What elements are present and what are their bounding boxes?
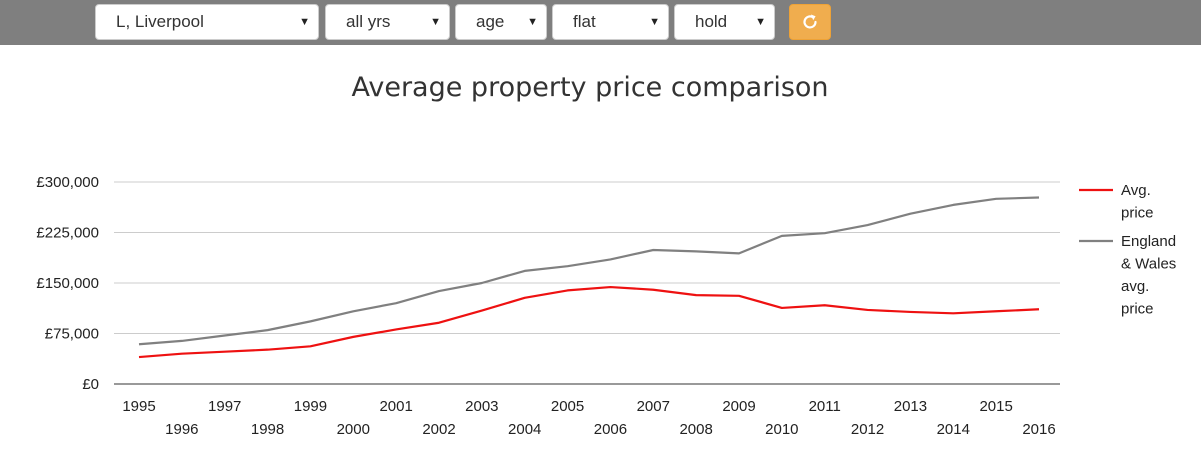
x-tick-label: 1999 [294, 398, 327, 415]
x-tick-label: 2012 [851, 421, 884, 438]
legend-label: price [1121, 205, 1154, 222]
chart-gridlines [114, 181, 1060, 385]
chevron-down-icon: ▼ [649, 16, 660, 28]
chevron-down-icon: ▼ [527, 16, 538, 28]
x-tick-label: 2009 [722, 398, 755, 415]
x-tick-label: 2004 [508, 421, 541, 438]
chevron-down-icon: ▼ [755, 16, 766, 28]
x-tick-label: 1995 [122, 398, 155, 415]
tenure-select-value: hold [695, 12, 728, 31]
y-tick-label: £225,000 [36, 225, 99, 242]
x-tick-label: 2008 [679, 421, 712, 438]
chart-legend: Avg. price England & Wales avg. price [1079, 182, 1176, 318]
legend-item-avg-price: Avg. price [1079, 182, 1154, 222]
x-tick-label: 2013 [894, 398, 927, 415]
location-select-value: L, Liverpool [116, 12, 204, 31]
chevron-down-icon: ▼ [299, 16, 310, 28]
y-tick-label: £75,000 [45, 326, 99, 343]
x-axis-ticks: 1995 1996 1997 1998 1999 2000 2001 2002 2003 2004… [122, 398, 1055, 438]
x-tick-label: 2002 [422, 421, 455, 438]
age-select-value: age [476, 12, 505, 31]
property-type-select[interactable]: flat ▼ [552, 4, 669, 40]
x-tick-label: 2003 [465, 398, 498, 415]
x-tick-label: 1997 [208, 398, 241, 415]
x-tick-label: 2000 [337, 421, 370, 438]
filter-toolbar: L, Liverpool ▼ all yrs ▼ age ▼ flat ▼ ho… [0, 0, 1201, 45]
tenure-select[interactable]: hold ▼ [674, 4, 775, 40]
legend-label: price [1121, 301, 1154, 318]
y-tick-label: £150,000 [36, 275, 99, 292]
years-select-value: all yrs [346, 12, 391, 31]
x-tick-label: 2006 [594, 421, 627, 438]
x-tick-label: 2011 [809, 398, 841, 415]
refresh-icon [803, 14, 817, 29]
legend-label: avg. [1121, 278, 1149, 295]
x-tick-label: 2014 [937, 421, 970, 438]
legend-label: & Wales [1121, 256, 1176, 273]
y-tick-label: £300,000 [36, 174, 99, 191]
legend-label: Avg. [1121, 182, 1151, 199]
x-tick-label: 2016 [1022, 421, 1055, 438]
y-axis-ticks: £0 £75,000 £150,000 £225,000 £300,000 [36, 174, 99, 393]
x-tick-label: 1996 [165, 421, 198, 438]
chart-series [138, 196, 1040, 359]
legend-item-england-wales: England & Wales avg. price [1079, 233, 1176, 318]
x-tick-label: 2007 [637, 398, 670, 415]
location-select[interactable]: L, Liverpool ▼ [95, 4, 319, 40]
chevron-down-icon: ▼ [430, 16, 441, 28]
y-tick-label: £0 [82, 376, 99, 393]
x-tick-label: 2015 [979, 398, 1012, 415]
england-wales-avg-line [138, 196, 1040, 346]
years-select[interactable]: all yrs ▼ [325, 4, 450, 40]
avg-price-line [138, 285, 1040, 359]
x-tick-label: 2001 [379, 398, 412, 415]
x-tick-label: 2010 [765, 421, 798, 438]
legend-label: England [1121, 233, 1176, 250]
property-type-select-value: flat [573, 12, 596, 31]
x-tick-label: 1998 [251, 421, 284, 438]
chart-title: Average property price comparison [351, 72, 829, 103]
age-select[interactable]: age ▼ [455, 4, 547, 40]
x-tick-label: 2005 [551, 398, 584, 415]
refresh-button[interactable] [789, 4, 831, 40]
